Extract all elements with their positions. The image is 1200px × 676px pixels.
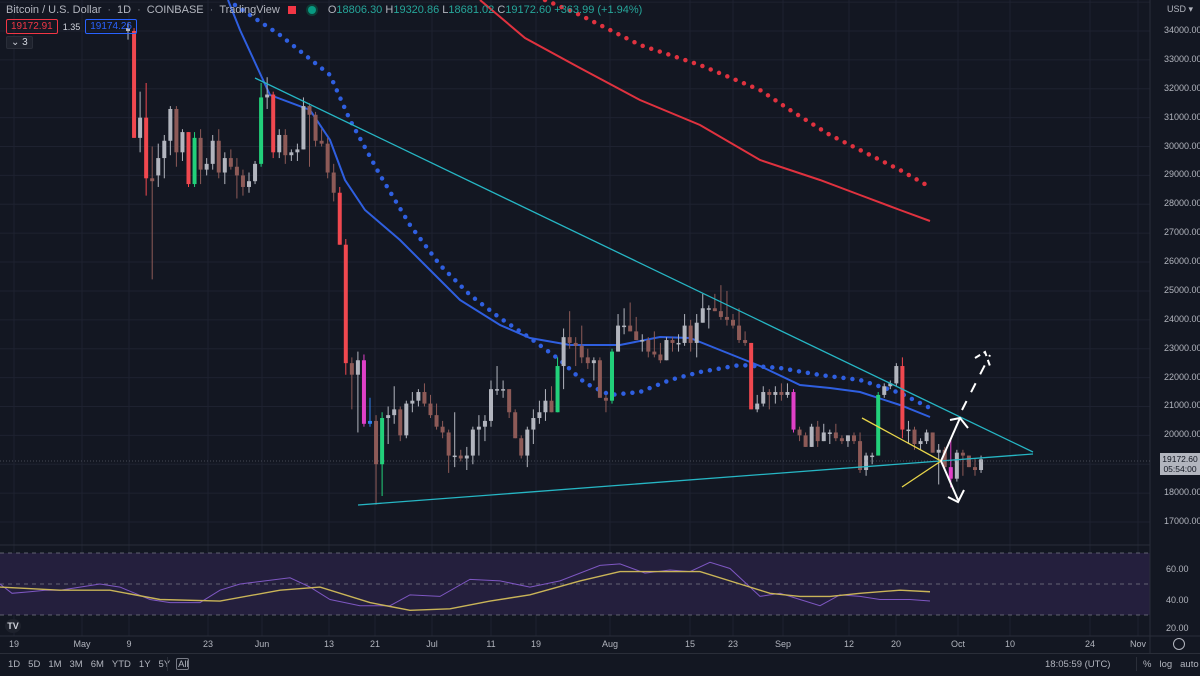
bid-ask: 19172.91 1.35 19174.26 bbox=[6, 19, 137, 34]
time-tick: Nov bbox=[1129, 639, 1147, 649]
time-tick: Sep bbox=[774, 639, 792, 649]
rsi-band bbox=[0, 553, 1150, 615]
range-button-ytd[interactable]: YTD bbox=[111, 659, 131, 670]
settings-gear-icon[interactable] bbox=[1173, 638, 1185, 650]
price-tick: 17000.00 bbox=[1164, 516, 1200, 526]
time-tick: 19 bbox=[530, 639, 542, 649]
price-tick: 30000.00 bbox=[1164, 140, 1200, 151]
price-tick: 33000.00 bbox=[1164, 53, 1200, 64]
toolbar-divider bbox=[167, 657, 168, 671]
time-axis[interactable]: 19 May 9 23 Jun 13 21 Jul 11 19 Aug 15 23 Sep 12 20 Oct 1… bbox=[0, 637, 1150, 653]
price-tick: 24000.00 bbox=[1164, 313, 1200, 324]
ohlc-values: O18806.30 H19320.86 L18681.02 C19172.60 … bbox=[327, 4, 643, 16]
interval[interactable]: 1D bbox=[117, 4, 132, 16]
time-tick: 24 bbox=[1084, 639, 1096, 649]
chevron-down-icon: ▾ bbox=[1188, 4, 1194, 14]
symbol-name: Bitcoin / U.S. Dollar bbox=[6, 4, 102, 16]
percent-scale-toggle[interactable]: % bbox=[1143, 659, 1152, 670]
rsi-tick: 20.00 bbox=[1166, 623, 1189, 633]
auto-scale-toggle[interactable]: auto bbox=[1180, 659, 1199, 670]
rsi-tick: 40.00 bbox=[1166, 595, 1189, 605]
price-tick: 31000.00 bbox=[1164, 111, 1200, 122]
price-tick: 34000.00 bbox=[1164, 25, 1200, 35]
price-tick: 28000.00 bbox=[1164, 198, 1200, 209]
spread-value: 1.35 bbox=[62, 21, 81, 32]
range-button-5y[interactable]: 5Y bbox=[158, 659, 171, 670]
price-tick: 29000.00 bbox=[1164, 169, 1200, 180]
time-tick: 23 bbox=[727, 639, 739, 649]
price-tick: 21000.00 bbox=[1164, 400, 1200, 411]
trendline-drawings[interactable] bbox=[254, 77, 1034, 506]
toolbar-divider bbox=[1136, 657, 1137, 671]
currency-selector[interactable]: USD ▾ bbox=[1167, 4, 1194, 14]
time-tick: 23 bbox=[202, 639, 214, 649]
time-tick: 20 bbox=[890, 639, 902, 649]
market-status-icon bbox=[307, 6, 316, 14]
scale-options: % log auto bbox=[1143, 659, 1199, 670]
price-tick: 32000.00 bbox=[1164, 82, 1200, 93]
bottom-toolbar: 1D 5D 1M 3M 6M YTD 1Y 5Y All 18:05:59 (UTC) % lo… bbox=[0, 653, 1200, 676]
time-tick: 21 bbox=[369, 639, 381, 649]
range-button-6m[interactable]: 6M bbox=[90, 659, 104, 670]
log-scale-toggle[interactable]: log bbox=[1159, 659, 1173, 670]
range-button-1m[interactable]: 1M bbox=[48, 659, 62, 670]
candlesticks bbox=[126, 22, 984, 505]
buy-price-button[interactable]: 19174.26 bbox=[85, 19, 137, 34]
price-tick: 26000.00 bbox=[1164, 256, 1200, 267]
date-range-buttons: 1D 5D 1M 3M 6M YTD 1Y 5Y All bbox=[8, 659, 189, 670]
price-tick: 23000.00 bbox=[1164, 342, 1200, 353]
price-change: +363.99 (+1.94%) bbox=[554, 4, 643, 16]
moving-averages bbox=[227, 0, 933, 418]
time-tick: Aug bbox=[601, 639, 619, 649]
price-tick: 25000.00 bbox=[1164, 284, 1200, 295]
data-source: TradingView bbox=[219, 4, 280, 16]
price-tick: 27000.00 bbox=[1164, 227, 1200, 238]
time-tick: 10 bbox=[1004, 639, 1016, 649]
rsi-tick: 60.00 bbox=[1166, 564, 1189, 574]
time-tick: 11 bbox=[486, 639, 496, 649]
tradingview-logo-icon[interactable]: TV bbox=[5, 619, 21, 633]
time-tick: 15 bbox=[684, 639, 696, 649]
go-to-date-icon[interactable] bbox=[176, 658, 189, 670]
range-button-1d[interactable]: 1D bbox=[8, 659, 21, 670]
symbol-legend[interactable]: Bitcoin / U.S. Dollar · 1D · COINBASE · … bbox=[6, 4, 643, 16]
time-tick: 13 bbox=[323, 639, 335, 649]
rsi-indicator bbox=[0, 561, 931, 612]
time-tick: 12 bbox=[843, 639, 855, 649]
indicators-toggle-button[interactable]: ⌄ 3 bbox=[6, 36, 33, 49]
range-button-all[interactable]: All bbox=[178, 659, 189, 670]
sell-price-button[interactable]: 19172.91 bbox=[6, 19, 58, 34]
range-button-3m[interactable]: 3M bbox=[69, 659, 83, 670]
time-tick: Oct bbox=[950, 639, 966, 649]
range-button-5d[interactable]: 5D bbox=[28, 659, 41, 670]
time-tick: Jul bbox=[426, 639, 438, 649]
flag-icon[interactable] bbox=[287, 6, 296, 14]
price-tick: 18000.00 bbox=[1164, 487, 1200, 498]
range-button-1y[interactable]: 1Y bbox=[138, 659, 151, 670]
exchange: COINBASE bbox=[146, 4, 204, 16]
last-price-label: 19172.60 05:54:00 bbox=[1160, 453, 1200, 475]
grid-lines bbox=[0, 0, 1150, 636]
price-tick: 20000.00 bbox=[1164, 429, 1200, 440]
time-tick: 9 bbox=[126, 639, 132, 649]
time-tick: 19 bbox=[8, 639, 20, 649]
time-tick: Jun bbox=[254, 639, 270, 649]
price-tick: 22000.00 bbox=[1164, 371, 1200, 382]
clock-utc[interactable]: 18:05:59 (UTC) bbox=[1045, 659, 1111, 670]
time-tick: May bbox=[73, 639, 91, 649]
